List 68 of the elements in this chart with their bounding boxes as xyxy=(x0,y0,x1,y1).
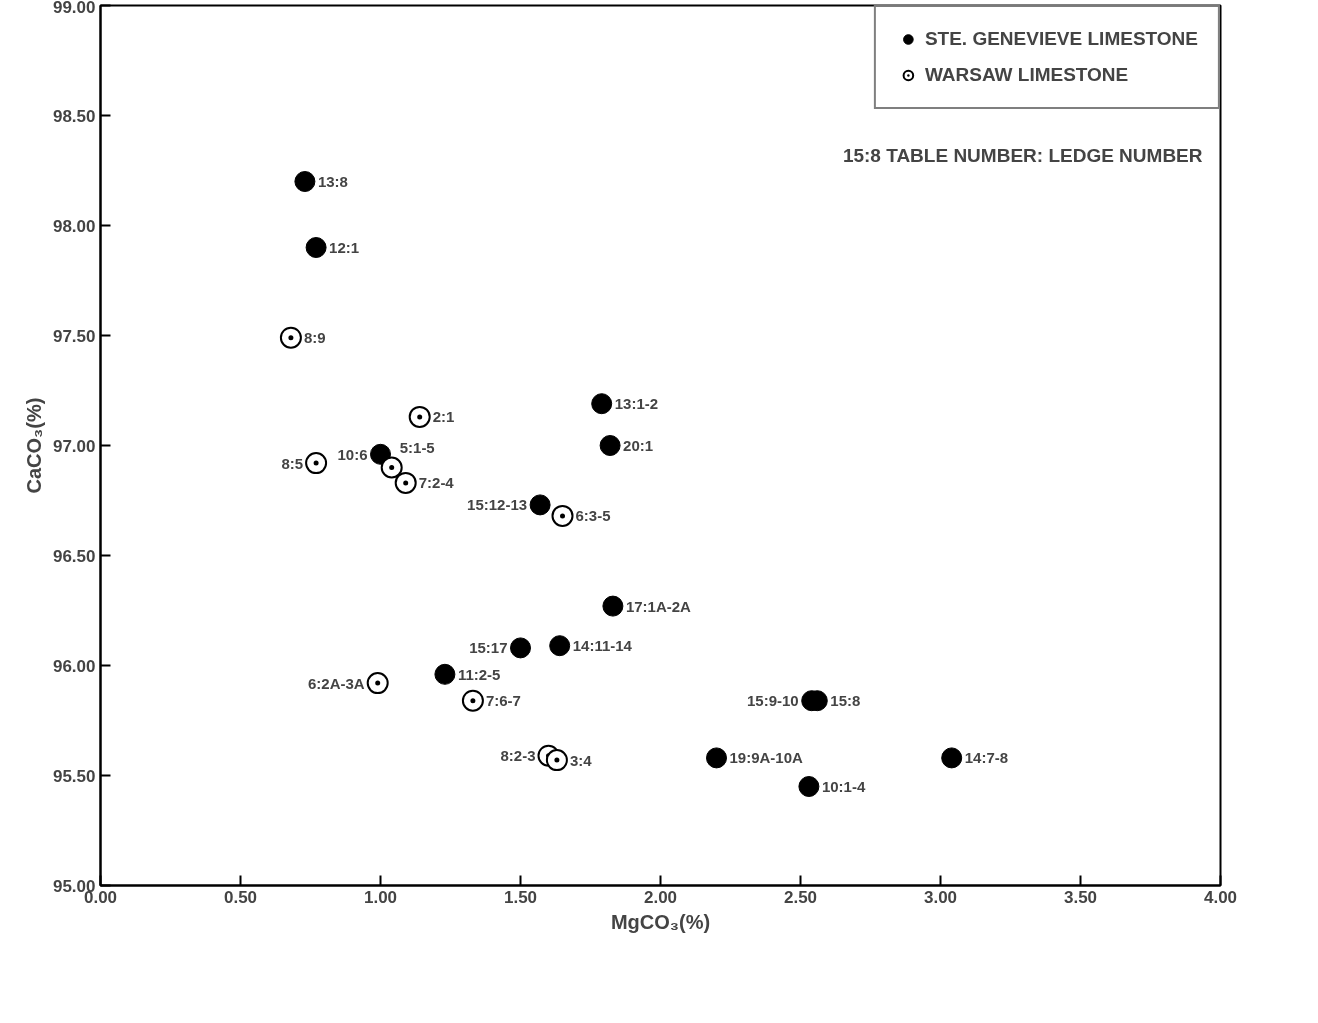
point xyxy=(294,171,316,192)
point xyxy=(599,435,621,456)
y-tick-label: 96.00 xyxy=(52,656,96,676)
point xyxy=(551,504,574,527)
annotation: 7:6-7 xyxy=(485,692,521,710)
x-tick-label: 3.50 xyxy=(1063,887,1098,907)
y-tick-label: 95.50 xyxy=(52,766,96,786)
point xyxy=(408,405,431,428)
annotation: 11:2-5 xyxy=(457,665,501,683)
annotation: 8:5 xyxy=(281,454,304,472)
annotation: 20:1 xyxy=(623,437,654,454)
x-tick-label: 3.00 xyxy=(923,887,958,907)
annotation: 7:2-4 xyxy=(418,474,455,492)
point xyxy=(279,326,302,349)
point xyxy=(380,456,403,479)
point xyxy=(549,635,571,657)
annotation: 15:17 xyxy=(469,639,508,657)
y-tick-label: 98.50 xyxy=(52,106,96,126)
x-tick-label: 1.50 xyxy=(503,887,538,907)
x-tick-label: 0.50 xyxy=(223,887,258,907)
x-tick-label: 4.00 xyxy=(1203,887,1238,907)
annotation: 13:1-2 xyxy=(614,395,659,413)
point xyxy=(305,452,328,475)
y-tick-label: 98.00 xyxy=(52,216,96,236)
x-axis-title: MgCO₃(%) xyxy=(610,910,711,933)
y-tick-label: 97.50 xyxy=(52,326,96,346)
annotation: 10:6 xyxy=(337,445,368,463)
y-tick-label: 96.50 xyxy=(52,546,96,566)
point xyxy=(529,494,551,516)
annotation: 15:12-13 xyxy=(467,496,528,514)
annotation: 15:8 TABLE NUMBER: LEDGE NUMBER xyxy=(842,144,1203,166)
point xyxy=(305,237,327,258)
point xyxy=(366,672,389,695)
annotation: 2:1 xyxy=(432,408,455,426)
annotation: 6:2A-3A xyxy=(308,674,365,692)
annotation: 15:9-10 xyxy=(747,692,799,710)
annotation: 17:1A-2A xyxy=(625,597,692,615)
point xyxy=(434,663,456,685)
x-tick-label: 2.00 xyxy=(643,887,678,907)
annotation: 14:7-8 xyxy=(964,749,1009,767)
point xyxy=(545,749,568,772)
y-axis-title: CaCO₃(%) xyxy=(22,397,45,494)
point xyxy=(602,595,624,617)
x-tick-label: 2.50 xyxy=(783,887,818,907)
point xyxy=(510,637,531,659)
annotation: 13:8 xyxy=(317,173,348,190)
annotation: 8:9 xyxy=(303,329,326,347)
point xyxy=(461,689,484,712)
point xyxy=(370,443,391,465)
annotation: 12:1 xyxy=(329,239,360,256)
annotation: 8:2-3 xyxy=(500,747,536,765)
point xyxy=(798,776,820,797)
annotation: 14:11-14 xyxy=(572,637,633,655)
annotation: 5:1-5 xyxy=(399,438,435,456)
y-tick-label: 97.00 xyxy=(52,436,96,456)
legend-label: WARSAW LIMESTONE xyxy=(924,64,1129,86)
x-tick-label: 1.00 xyxy=(363,887,398,907)
legend-label: STE. GENEVIEVE LIMESTONE xyxy=(924,28,1198,50)
point xyxy=(706,747,727,769)
annotation: 10:1-4 xyxy=(821,778,866,795)
point xyxy=(394,471,417,494)
y-tick-label: 99.00 xyxy=(52,0,96,17)
point xyxy=(591,393,613,415)
annotation: 19:9A-10A xyxy=(729,749,804,767)
annotation: 6:3-5 xyxy=(575,507,611,525)
annotation: 3:4 xyxy=(569,751,593,769)
point xyxy=(941,747,963,769)
annotation: 15:8 xyxy=(830,692,861,710)
